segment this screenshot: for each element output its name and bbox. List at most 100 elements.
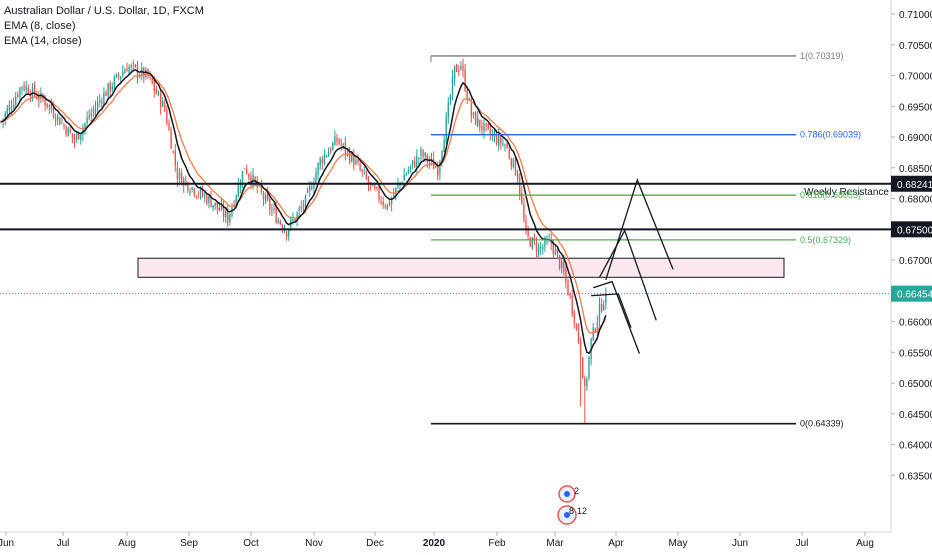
candle-body bbox=[216, 202, 218, 209]
candle bbox=[273, 203, 275, 214]
candle-body bbox=[195, 195, 197, 197]
legend-ema-fast[interactable]: EMA (8, close) bbox=[4, 20, 76, 32]
candle bbox=[603, 300, 605, 311]
candle-body bbox=[27, 87, 29, 95]
candle bbox=[477, 111, 479, 128]
candle-body bbox=[586, 378, 588, 387]
candle-body bbox=[145, 69, 147, 78]
projection-line bbox=[605, 178, 674, 280]
candle-body bbox=[12, 104, 15, 108]
candle bbox=[481, 120, 483, 135]
candle bbox=[46, 103, 48, 110]
level-tag bbox=[891, 221, 932, 238]
candle bbox=[33, 81, 36, 99]
candle-body bbox=[561, 261, 563, 268]
candle-body bbox=[21, 86, 23, 89]
candle-body bbox=[300, 207, 302, 209]
candle-body bbox=[309, 186, 311, 191]
level-label: 0.68241 bbox=[897, 180, 932, 191]
candle-body bbox=[84, 123, 86, 129]
candle-body bbox=[340, 144, 342, 146]
legend-ema-slow[interactable]: EMA (14, close) bbox=[4, 35, 82, 47]
candle bbox=[405, 171, 407, 176]
candle-body bbox=[449, 95, 452, 101]
candle-body bbox=[472, 112, 475, 116]
y-tick-label: 0.69000 bbox=[899, 133, 932, 144]
candle-body bbox=[103, 92, 105, 105]
candle bbox=[149, 70, 151, 81]
candle-body bbox=[456, 64, 458, 73]
legend-symbol[interactable]: Australian Dollar / U.S. Dollar, 1D, FXC… bbox=[4, 5, 204, 17]
candle-body bbox=[65, 126, 67, 135]
candle-body bbox=[267, 192, 269, 200]
candle bbox=[321, 155, 323, 170]
candle-body bbox=[435, 166, 437, 168]
candle-body bbox=[288, 229, 290, 237]
candle bbox=[327, 147, 330, 157]
candle bbox=[63, 122, 65, 130]
candle-body bbox=[502, 143, 504, 145]
candle bbox=[195, 195, 197, 200]
candle-body bbox=[285, 231, 288, 237]
candle-body bbox=[25, 86, 27, 91]
candle-body bbox=[246, 169, 248, 174]
projection-line bbox=[591, 293, 632, 328]
candle bbox=[201, 184, 204, 198]
candle-body bbox=[485, 123, 487, 126]
candle bbox=[248, 173, 250, 181]
candle-body bbox=[311, 187, 313, 190]
candle-body bbox=[218, 207, 221, 211]
candle-body bbox=[264, 194, 267, 202]
candle bbox=[126, 62, 128, 72]
candle-body bbox=[153, 81, 155, 91]
candle-body bbox=[403, 175, 405, 181]
candle bbox=[395, 187, 397, 201]
fib-label: 0.786(0.69039) bbox=[800, 130, 861, 140]
candle bbox=[237, 177, 239, 198]
candle-body bbox=[428, 160, 431, 162]
candle bbox=[544, 236, 546, 252]
candle bbox=[418, 157, 420, 166]
candle bbox=[216, 202, 218, 215]
candle bbox=[540, 241, 542, 256]
candle-body bbox=[544, 239, 546, 247]
candle-body bbox=[334, 136, 336, 146]
candle-body bbox=[38, 97, 40, 101]
candle bbox=[523, 197, 525, 223]
candle-body bbox=[363, 171, 365, 173]
x-tick-label: Nov bbox=[305, 538, 323, 549]
candle-body bbox=[159, 92, 162, 108]
candle-body bbox=[416, 156, 418, 168]
candle-body bbox=[336, 138, 338, 142]
candle-body bbox=[395, 187, 397, 194]
candle bbox=[168, 119, 170, 131]
candle bbox=[122, 65, 124, 77]
candle-body bbox=[57, 115, 59, 120]
projection-line bbox=[598, 228, 657, 321]
candle-body bbox=[166, 109, 168, 124]
candle bbox=[319, 156, 321, 171]
candle-body bbox=[96, 101, 99, 109]
candle-body bbox=[250, 176, 252, 184]
candle-body bbox=[376, 186, 378, 189]
candle-body bbox=[359, 163, 361, 170]
candle-body bbox=[254, 176, 256, 182]
candle-body bbox=[15, 96, 17, 105]
candle-body bbox=[273, 208, 275, 210]
candle bbox=[573, 310, 575, 329]
candle bbox=[338, 137, 340, 146]
candle bbox=[365, 169, 368, 181]
candle bbox=[493, 129, 496, 143]
candle bbox=[529, 236, 531, 247]
candle-body bbox=[498, 135, 500, 146]
candle-body bbox=[176, 167, 179, 180]
candle bbox=[426, 153, 428, 169]
candle-body bbox=[260, 185, 263, 193]
candle bbox=[109, 80, 111, 97]
candle-body bbox=[493, 134, 496, 137]
candle bbox=[558, 254, 561, 271]
candle-body bbox=[48, 104, 50, 107]
candle bbox=[246, 164, 248, 175]
candle bbox=[380, 196, 382, 206]
